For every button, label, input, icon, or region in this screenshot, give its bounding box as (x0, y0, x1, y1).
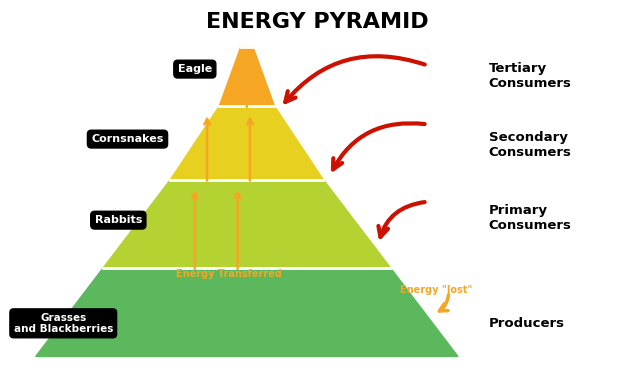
Text: ENERGY PYRAMID: ENERGY PYRAMID (206, 12, 429, 32)
Text: Energy Transferred: Energy Transferred (175, 269, 282, 279)
Text: Energy "lost": Energy "lost" (400, 285, 472, 295)
Polygon shape (219, 47, 274, 106)
Polygon shape (170, 106, 324, 180)
Text: Primary
Consumers: Primary Consumers (488, 204, 572, 232)
Polygon shape (36, 268, 458, 356)
Text: Producers: Producers (488, 317, 565, 330)
Text: Grasses
and Blackberries: Grasses and Blackberries (14, 313, 113, 334)
Text: Tertiary
Consumers: Tertiary Consumers (488, 62, 572, 91)
Text: Eagle: Eagle (178, 64, 212, 74)
Polygon shape (103, 180, 391, 268)
Text: Secondary
Consumers: Secondary Consumers (488, 131, 572, 159)
Text: Cornsnakes: Cornsnakes (91, 134, 163, 144)
Text: Rabbits: Rabbits (95, 215, 142, 225)
